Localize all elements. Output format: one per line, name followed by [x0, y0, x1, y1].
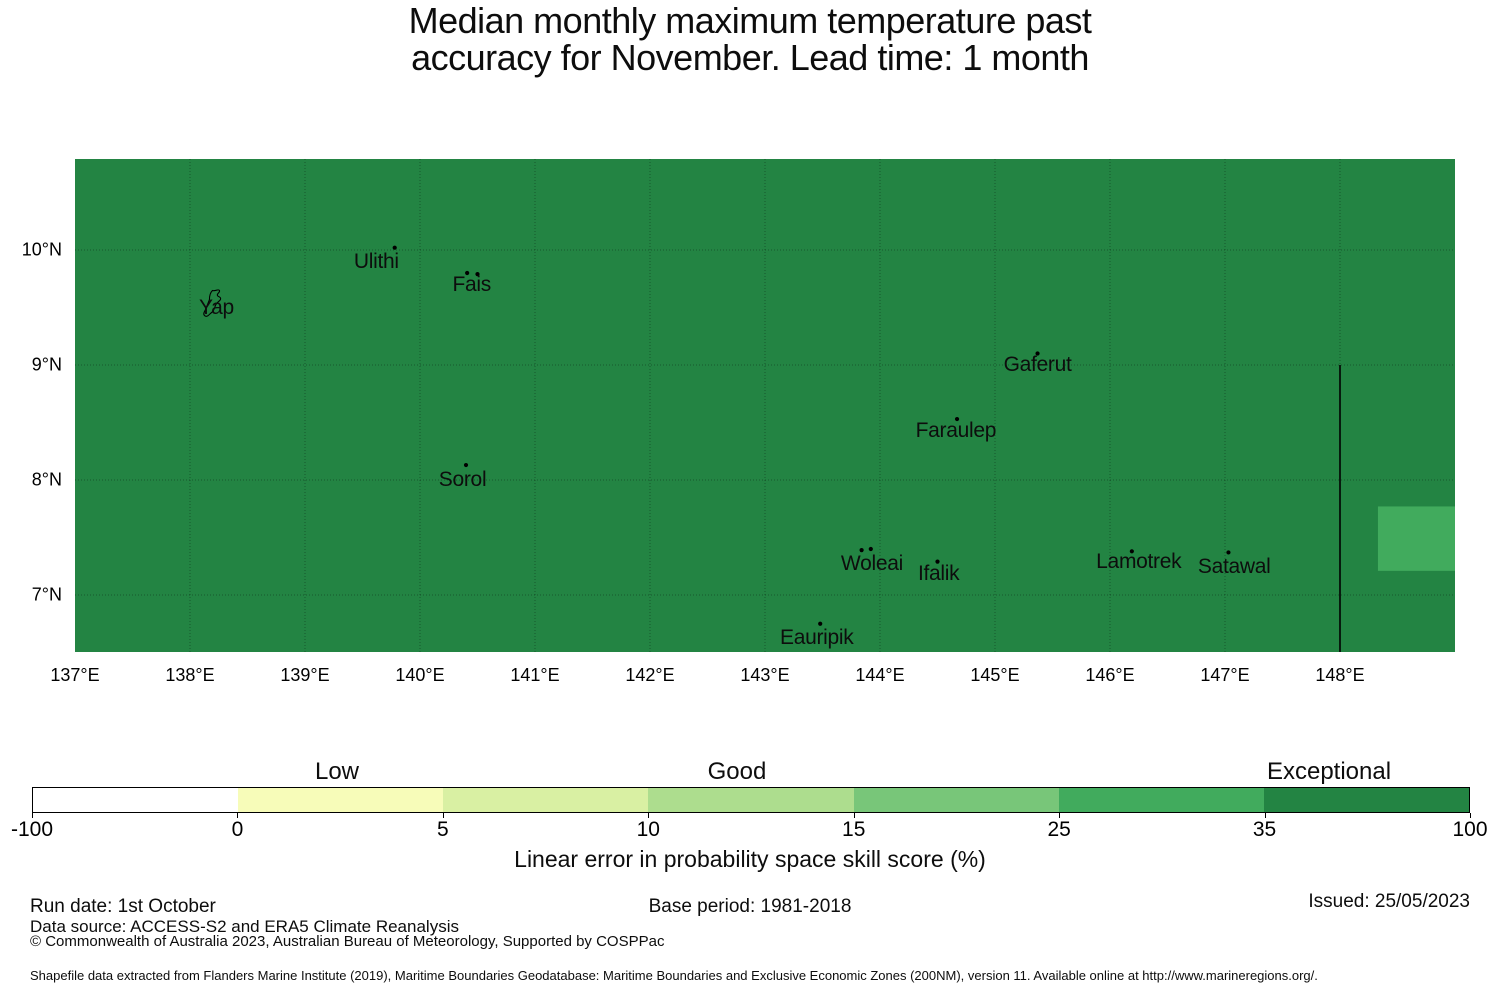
colorbar-tick — [1059, 813, 1061, 818]
island-label-gaferut: Gaferut — [1003, 353, 1072, 376]
colorbar-segment--100-to-0 — [33, 788, 239, 812]
island-label-woleai: Woleai — [840, 551, 903, 575]
x-tick-label: 143°E — [740, 665, 790, 685]
island-dot — [1129, 549, 1134, 554]
island-label-sorol: Sorol — [438, 468, 487, 491]
island-label-satawal: Satawal — [1197, 555, 1271, 579]
colorbar-tick-label: 0 — [231, 818, 244, 841]
island-dot — [463, 462, 469, 468]
copyright-text: © Commonwealth of Australia 2023, Austra… — [30, 933, 665, 950]
colorbar-tick-label: 25 — [1047, 818, 1071, 841]
y-tick-label: 8°N — [31, 469, 62, 490]
x-tick-label: 142°E — [625, 665, 675, 685]
chart-title: Median monthly maximum temperature past … — [0, 2, 1500, 76]
colorbar-tick — [442, 813, 444, 818]
island-label-yap: Yap — [198, 295, 234, 319]
yap-island-outline — [203, 289, 222, 317]
colorbar-tick-label: 100 — [1452, 818, 1488, 841]
x-tick-label: 148°E — [1315, 665, 1365, 685]
colorbar-tick — [237, 813, 239, 818]
skill-cell — [1377, 506, 1455, 571]
island-dot — [868, 546, 873, 552]
chart-title-line1: Median monthly maximum temperature past — [408, 0, 1092, 41]
colorbar-segment-10-to-15 — [648, 788, 854, 812]
run-date-text: Run date: 1st October — [30, 896, 216, 917]
y-tick-label: 10°N — [21, 239, 62, 260]
island-dot — [475, 272, 480, 277]
y-tick-label: 7°N — [31, 584, 62, 605]
y-tick-label: 9°N — [31, 354, 62, 375]
colorbar-caption: Linear error in probability space skill … — [514, 846, 986, 872]
island-dot — [465, 270, 470, 276]
map-panel — [75, 159, 1455, 652]
colorbar-tick-label: 35 — [1252, 818, 1277, 841]
shapefile-attribution-text: Shapefile data extracted from Flanders M… — [30, 968, 1318, 983]
island-dot — [818, 621, 823, 626]
colorbar-category-good: Good — [707, 758, 767, 785]
x-tick-label: 138°E — [165, 665, 215, 685]
colorbar-segment-25-to-35 — [1058, 788, 1264, 812]
x-tick-label: 139°E — [280, 665, 330, 685]
colorbar-tick-label: -100 — [10, 818, 54, 841]
island-label-ifalik: Ifalik — [917, 562, 960, 586]
x-tick-label: 145°E — [970, 665, 1020, 685]
island-dot — [859, 548, 864, 553]
x-tick-label: 137°E — [50, 665, 100, 685]
colorbar-tick — [648, 813, 650, 818]
island-dot — [1226, 550, 1231, 555]
colorbar-tick-label: 15 — [842, 818, 866, 841]
colorbar-category-exceptional: Exceptional — [1266, 758, 1392, 785]
x-tick-label: 146°E — [1085, 665, 1135, 685]
colorbar-segment-15-to-25 — [853, 788, 1059, 812]
issued-text: Issued: 25/05/2023 — [1308, 891, 1470, 912]
island-label-eauripik: Eauripik — [780, 625, 854, 649]
colorbar-tick-label: 10 — [636, 818, 660, 841]
colorbar — [32, 787, 1470, 813]
island-label-fais: Fais — [452, 272, 492, 296]
map-canvas — [75, 159, 1455, 652]
island-dot — [954, 416, 960, 422]
island-dot — [392, 245, 397, 250]
colorbar-segment-35-to-100 — [1263, 788, 1469, 812]
colorbar-tick — [1264, 813, 1266, 818]
x-tick-label: 140°E — [395, 665, 445, 685]
base-period-text: Base period: 1981-2018 — [648, 896, 852, 917]
island-label-ulithi: Ulithi — [353, 249, 399, 273]
island-label-lamotrek: Lamotrek — [1096, 549, 1182, 573]
data-source-text: Data source: ACCESS-S2 and ERA5 Climate … — [30, 917, 459, 936]
x-tick-label: 141°E — [510, 665, 560, 685]
x-tick-label: 144°E — [855, 665, 905, 685]
map-base-fill — [75, 159, 1455, 652]
island-label-faraulep: Faraulep — [915, 418, 997, 442]
colorbar-tick — [32, 813, 33, 818]
colorbar-segment-5-to-10 — [443, 788, 649, 812]
island-dot — [1035, 351, 1040, 356]
x-tick-label: 147°E — [1200, 665, 1250, 685]
colorbar-category-low: Low — [314, 758, 360, 785]
colorbar-tick — [1470, 813, 1471, 818]
colorbar-tick-label: 5 — [437, 818, 449, 841]
colorbar-tick — [853, 813, 855, 818]
island-dot — [935, 559, 940, 564]
colorbar-segment-0-to-5 — [238, 788, 444, 812]
chart-title-line2: accuracy for November. Lead time: 1 mont… — [411, 37, 1089, 78]
